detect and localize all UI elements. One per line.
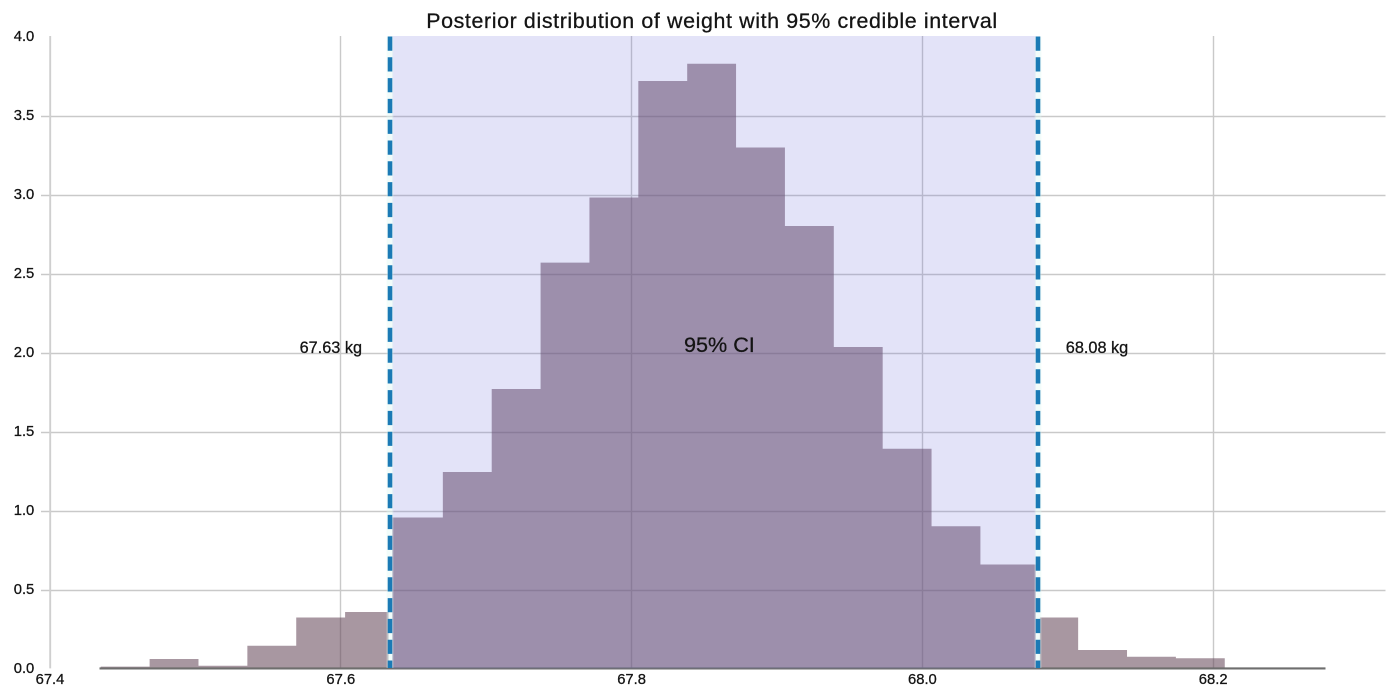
svg-text:2.0: 2.0 bbox=[14, 345, 35, 361]
svg-text:67.6: 67.6 bbox=[326, 672, 355, 688]
svg-text:95% CI: 95% CI bbox=[684, 332, 755, 357]
svg-text:1.0: 1.0 bbox=[14, 503, 35, 519]
svg-text:1.5: 1.5 bbox=[14, 424, 35, 440]
svg-text:67.8: 67.8 bbox=[617, 672, 646, 688]
svg-text:67.63 kg: 67.63 kg bbox=[300, 339, 362, 357]
svg-text:68.0: 68.0 bbox=[908, 672, 937, 688]
svg-text:0.5: 0.5 bbox=[14, 582, 35, 598]
svg-text:Posterior distribution of weig: Posterior distribution of weight with 95… bbox=[426, 9, 998, 33]
svg-text:3.0: 3.0 bbox=[14, 187, 35, 203]
svg-text:4.0: 4.0 bbox=[14, 29, 35, 45]
svg-text:68.2: 68.2 bbox=[1199, 672, 1228, 688]
svg-text:0.0: 0.0 bbox=[14, 661, 35, 677]
svg-text:2.5: 2.5 bbox=[14, 266, 35, 282]
svg-text:3.5: 3.5 bbox=[14, 108, 35, 124]
svg-text:68.08 kg: 68.08 kg bbox=[1066, 339, 1128, 357]
svg-text:67.4: 67.4 bbox=[36, 672, 65, 688]
